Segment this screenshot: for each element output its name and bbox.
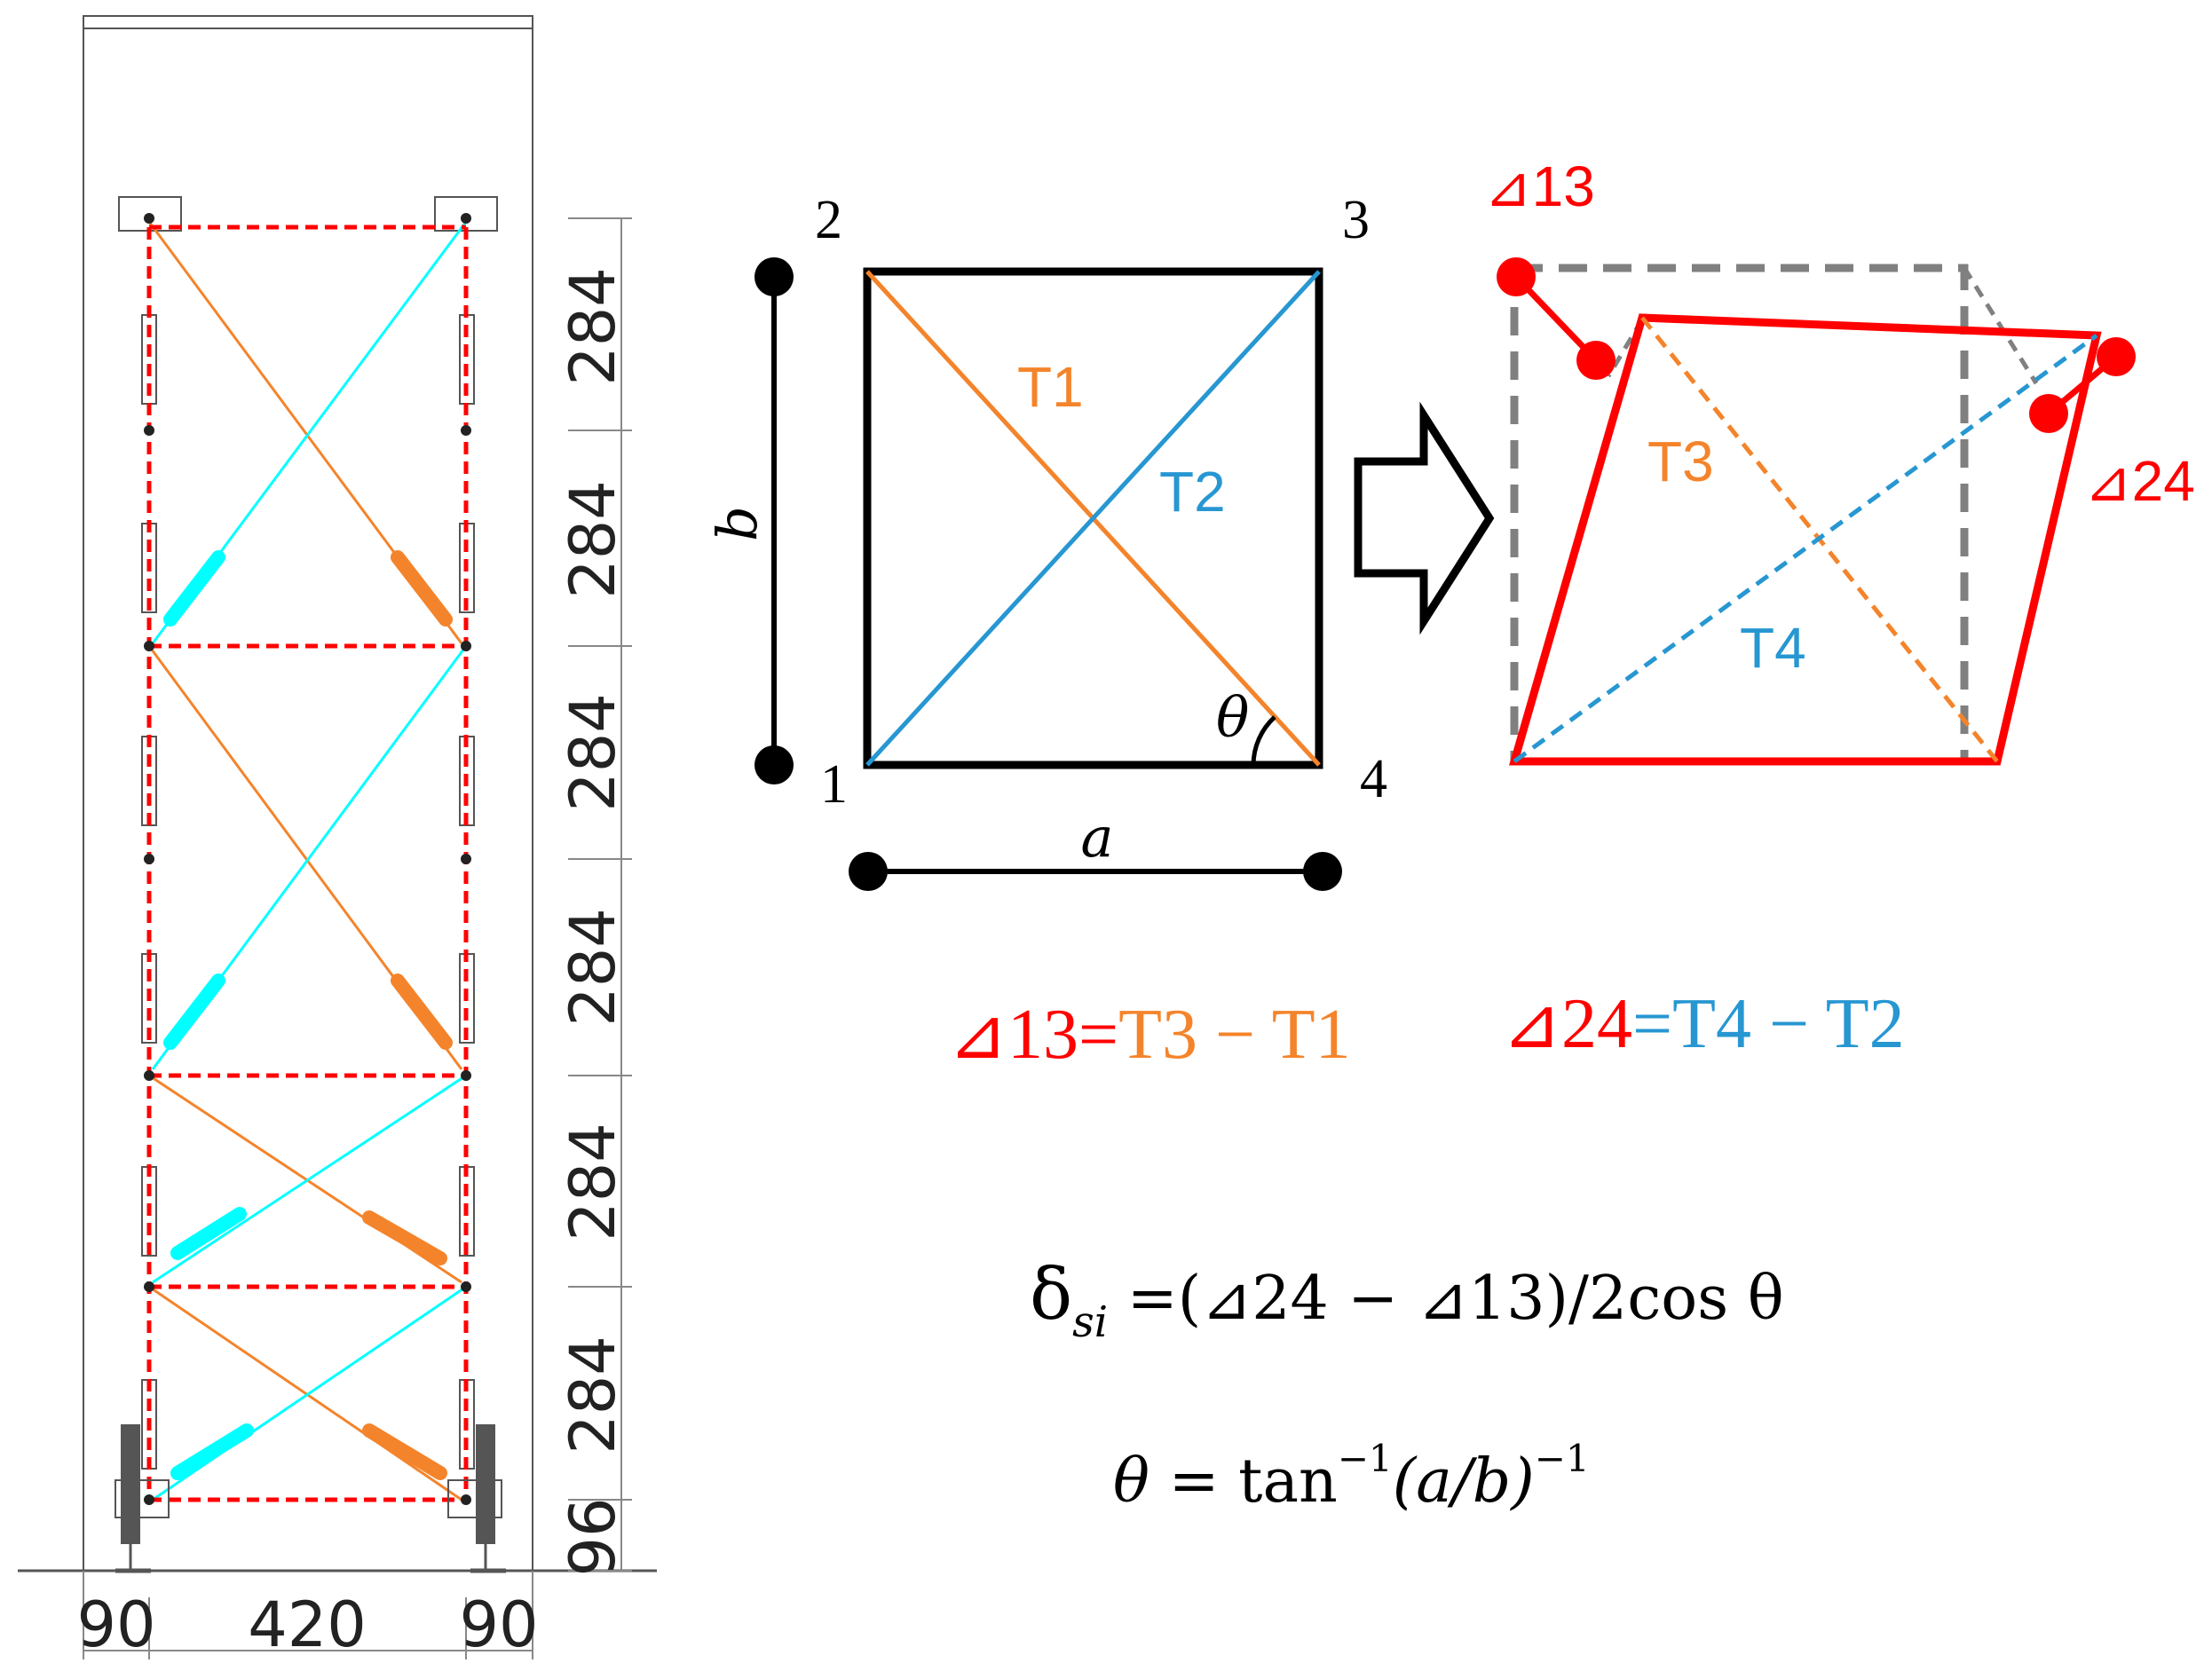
tape-t4-label: T4: [1740, 616, 1806, 680]
f2-theta: θ: [1113, 1446, 1149, 1517]
formula-delta-si: δsi =(⊿24 − ⊿13)/2cos θ: [1030, 1253, 1784, 1347]
turnbuckles-orange: [362, 550, 453, 1480]
base-plate-right: [447, 1479, 502, 1518]
tape-t2-line: [865, 270, 1321, 767]
frame-nodes: [144, 213, 471, 1505]
delta24-label: ⊿24: [2084, 449, 2195, 513]
bracing-cyan: [151, 221, 468, 1502]
deformed-outline: [1509, 313, 2102, 766]
width-left: 90: [76, 1588, 155, 1661]
delta24-node-moved: [2029, 394, 2068, 433]
eq2-minus: −: [1751, 985, 1826, 1063]
equation-delta24: ⊿24=T4 − T2: [1502, 985, 1905, 1063]
tape-t1-label: T1: [1017, 355, 1084, 419]
f2-sup2: −1: [1535, 1437, 1590, 1480]
eq1-lhs: ⊿13: [948, 996, 1078, 1074]
delta24-node-original: [2097, 337, 2136, 376]
turnbuckles-cyan: [163, 550, 254, 1480]
eq1-equals: =: [1078, 996, 1118, 1074]
dim-a-node-right: [1303, 852, 1342, 891]
equation-delta13: ⊿13=T3 − T1: [948, 996, 1351, 1074]
corner-1: 1: [820, 754, 848, 815]
corner-3: 3: [1342, 190, 1370, 250]
story-height-4: 284: [557, 908, 629, 1027]
angle-arc: [1251, 715, 1276, 766]
dim-b-label: b: [705, 506, 770, 541]
dim-a-label: a: [1081, 805, 1114, 870]
jack-left: [121, 1424, 140, 1544]
red-dashed-frame: [146, 225, 469, 1502]
tape-t2-label: T2: [1159, 460, 1226, 524]
tape-t4-line: [1513, 333, 2098, 764]
f1-rest: =(⊿24 − ⊿13)/2cos θ: [1108, 1264, 1784, 1334]
dim-b-node-bottom: [754, 745, 794, 784]
bracing-orange: [147, 221, 463, 1502]
delta13-label: ⊿13: [1484, 154, 1595, 218]
story-height-labels: 284 284 284 284 284 284 96: [557, 267, 629, 1576]
delta13-node-original: [1497, 257, 1536, 296]
formula-theta: θ = tan−1(a/b)−1: [1113, 1437, 1590, 1517]
eq1-minus: −: [1197, 996, 1272, 1074]
dim-a-node-left: [849, 852, 888, 891]
eq2-term-b: T2: [1826, 985, 1905, 1063]
eq1-term-b: T1: [1272, 996, 1351, 1074]
eq2-term-a: T4: [1672, 985, 1751, 1063]
f2-paren: (a/b): [1393, 1446, 1535, 1517]
base-plate-left: [115, 1479, 170, 1518]
width-right: 90: [459, 1588, 538, 1661]
corner-2: 2: [815, 190, 842, 250]
story-height-6: 284: [557, 1336, 629, 1454]
frame-elevation: 284 284 284 284 284 284 96 90 420 90: [18, 15, 657, 1661]
eq2-equals: =: [1632, 985, 1672, 1063]
columns: [141, 314, 475, 1470]
f1-subscript: si: [1072, 1297, 1108, 1347]
angle-label: θ: [1216, 685, 1249, 750]
f1-delta: δ: [1030, 1253, 1072, 1336]
delta13-node-moved: [1576, 341, 1616, 380]
bottom-height: 96: [557, 1497, 629, 1576]
deformed-panel: ⊿13 ⊿24 T3 T4: [1484, 154, 2195, 766]
transform-arrow-icon: [1354, 401, 1495, 635]
story-height-3: 284: [557, 693, 629, 812]
corner-4: 4: [1360, 749, 1387, 809]
story-height-5: 284: [557, 1123, 629, 1241]
f2-eq: = tan: [1149, 1446, 1338, 1517]
width-middle: 420: [248, 1588, 367, 1661]
vertical-dimension: [568, 217, 632, 1572]
eq2-lhs: ⊿24: [1502, 985, 1632, 1063]
panel-square: [863, 267, 1323, 769]
f2-sup1: −1: [1338, 1437, 1393, 1480]
undeformed-panel: b a θ 2 3 1 4 T1 T2: [705, 190, 1387, 891]
story-height-1: 284: [557, 267, 629, 386]
dim-b-node-top: [754, 257, 794, 296]
tape-t3-label: T3: [1647, 430, 1714, 493]
eq1-term-a: T3: [1118, 996, 1197, 1074]
jack-right: [476, 1424, 495, 1544]
story-height-2: 284: [557, 480, 629, 599]
horizontal-dimension: [83, 1571, 533, 1659]
